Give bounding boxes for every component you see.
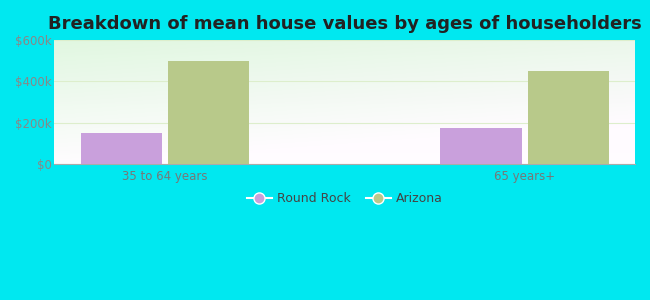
Legend: Round Rock, Arizona: Round Rock, Arizona bbox=[242, 187, 447, 210]
Bar bbox=[81, 133, 162, 164]
Bar bbox=[441, 128, 522, 164]
Bar bbox=[528, 71, 609, 164]
Title: Breakdown of mean house values by ages of householders: Breakdown of mean house values by ages o… bbox=[48, 15, 642, 33]
Bar bbox=[168, 61, 249, 164]
